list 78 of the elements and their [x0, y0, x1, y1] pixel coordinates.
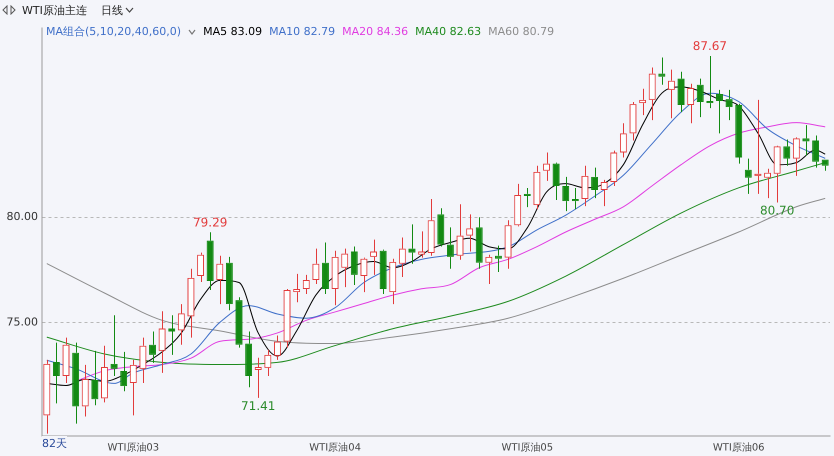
annotation: 87.67: [692, 39, 728, 54]
candlestick: [236, 296, 242, 348]
candlestick: [466, 214, 474, 252]
candlestick: [514, 183, 522, 227]
candlestick: [630, 102, 636, 142]
candlestick: [485, 254, 492, 284]
legend-title: MA组合(5,10,20,40,60,0): [46, 24, 182, 39]
candlestick: [62, 337, 70, 384]
candlestick: [696, 78, 704, 118]
candlestick: [764, 168, 771, 199]
candlestick: [735, 103, 742, 164]
annotation: 71.41: [241, 399, 276, 414]
candlestick: [792, 136, 800, 176]
candlestick: [284, 288, 291, 348]
candlestick: [476, 216, 483, 270]
candlestick: [678, 71, 685, 113]
candlestick: [101, 345, 108, 403]
candlestick: [264, 349, 272, 377]
candlestick: [774, 146, 781, 204]
candlestick: [408, 224, 416, 264]
text: 82天: [42, 436, 67, 451]
chart-title: WTI原油主连: [22, 2, 87, 18]
candlestick: [158, 310, 166, 374]
candlestick: [389, 258, 396, 305]
x-tick-label: WTI原油05: [501, 442, 554, 454]
candlestick: [437, 208, 444, 248]
x-tick-label: WTI原油04: [309, 442, 361, 454]
candlestick: [581, 165, 588, 207]
candlestick: [562, 176, 570, 212]
candlestick: [341, 248, 348, 288]
annotation: 79.29: [192, 215, 228, 230]
candlestick: [168, 314, 176, 356]
candlestick: [332, 250, 339, 306]
candlestick: [206, 232, 214, 291]
text: MA60 80.79: [488, 25, 554, 38]
chart-subtitle: 日线: [100, 2, 123, 18]
candlestick: [360, 257, 368, 293]
y-tick-label: 80.00: [6, 210, 38, 224]
text: MA40 82.63: [415, 25, 482, 38]
candlestick: [130, 359, 137, 416]
candlestick: [533, 165, 540, 210]
candlestick: [197, 252, 204, 283]
candlestick: [428, 198, 435, 256]
candlestick: [754, 99, 762, 194]
text: MA20 84.36: [342, 25, 408, 38]
candlestick: [187, 268, 194, 338]
candlestick: [350, 246, 358, 286]
candlestick: [216, 255, 224, 305]
x-tick-label: WTI原油06: [712, 442, 765, 454]
y-tick-label: 75.00: [6, 315, 38, 328]
text: MA10 82.79: [269, 25, 336, 38]
candlestick: [254, 357, 262, 398]
candlestick: [322, 242, 329, 295]
candlestick: [552, 162, 560, 201]
candlestick: [802, 124, 810, 156]
candlestick: [648, 67, 656, 121]
candlestick: [456, 204, 464, 260]
candlestick: [687, 83, 694, 124]
candlestick: [783, 138, 790, 166]
candlestick: [658, 56, 666, 86]
candlestick: [226, 256, 233, 311]
candlestick: [274, 334, 281, 360]
candlestick: [380, 249, 387, 295]
candlestick: [620, 122, 627, 158]
candlestick: [504, 220, 512, 270]
candlestick: [398, 236, 406, 278]
candlestick: [52, 342, 60, 404]
candlestick: [43, 359, 50, 434]
text: MA5 83.09: [203, 25, 262, 38]
candlestick: [178, 304, 185, 346]
annotation: 80.70: [760, 204, 794, 218]
candlestick: [446, 226, 454, 270]
candlestick: [312, 248, 320, 284]
candlestick: [591, 167, 598, 199]
candlestick: [82, 364, 89, 417]
candlestick: [139, 337, 146, 384]
x-tick-label: WTI原油03: [107, 442, 160, 454]
candlestick: [610, 150, 618, 186]
